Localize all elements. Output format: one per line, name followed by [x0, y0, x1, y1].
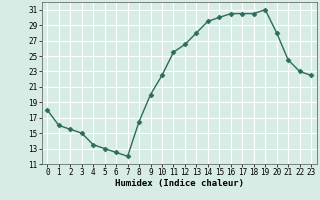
X-axis label: Humidex (Indice chaleur): Humidex (Indice chaleur)	[115, 179, 244, 188]
